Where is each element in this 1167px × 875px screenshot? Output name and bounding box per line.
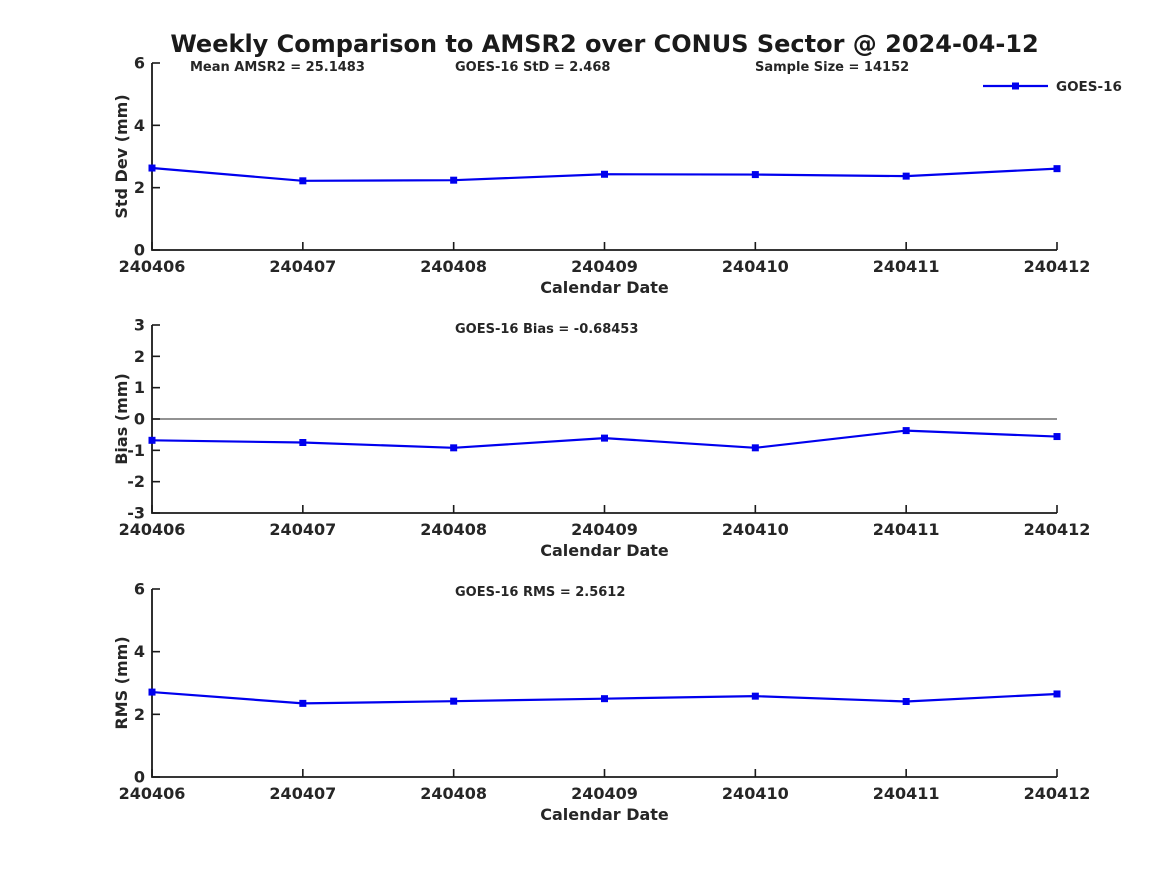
y-tick-label: 2 [134,347,145,366]
x-tick-label: 240407 [269,784,336,803]
data-point-marker [601,695,608,703]
data-point-marker [450,697,458,705]
data-point-marker [299,177,307,185]
data-point-marker [148,164,156,172]
data-point-marker [751,444,759,452]
x-tick-label: 240411 [873,257,940,276]
data-point-marker [1053,165,1061,173]
rms-plot: 0 2 4 6 240406 240407 240408 240409 240410 240411… [112,580,1090,825]
y-tick-label: 4 [134,642,145,661]
x-axis-label: Calendar Date [540,278,669,297]
x-tick-label: 240412 [1024,520,1091,539]
y-axis-label: RMS (mm) [112,636,131,729]
data-point-marker [450,444,458,452]
x-tick-label: 240408 [420,257,487,276]
y-tick-label: 4 [134,116,145,135]
y-tick-label: 6 [134,54,145,73]
data-point-marker [751,692,759,700]
x-tick-label: 240407 [269,520,336,539]
x-tick-label: 240411 [873,784,940,803]
series-goes-16 [148,688,1061,707]
y-axis: 0 2 4 6 [134,54,160,260]
annotation-text: Sample Size = 14152 [755,60,909,75]
y-tick-label: 1 [134,378,145,397]
x-tick-label: 240408 [420,784,487,803]
series-goes-16 [148,427,1061,452]
axes-spines [151,63,1057,251]
axes-spines [151,589,1057,778]
x-tick-label: 240412 [1024,784,1091,803]
bias-plot: -3 -2 -1 0 1 2 3 240406 240407 240408 240409 240410… [112,316,1090,561]
y-tick-label: 6 [134,580,145,599]
series-goes-16 [148,164,1061,185]
x-tick-label: 240411 [873,520,940,539]
x-tick-label: 240406 [119,257,186,276]
x-tick-label: 240409 [571,520,638,539]
legend-label: GOES-16 [1056,79,1122,95]
x-axis-label: Calendar Date [540,541,669,560]
data-point-marker [601,434,608,442]
x-axis-label: Calendar Date [540,805,669,824]
y-tick-label: 2 [134,178,145,197]
y-axis: -3 -2 -1 0 1 2 3 [127,316,160,523]
x-axis: 240406 240407 240408 240409 240410 240411 2404… [119,769,1091,803]
data-point-marker [902,172,910,180]
x-tick-label: 240408 [420,520,487,539]
x-tick-label: 240406 [119,784,186,803]
annotation-text: GOES-16 RMS = 2.5612 [455,585,625,600]
y-tick-label: 3 [134,316,145,335]
data-point-marker [601,170,608,178]
y-tick-label: 0 [134,410,145,429]
data-point-marker [1053,433,1061,441]
x-tick-label: 240406 [119,520,186,539]
y-tick-label: -1 [127,441,145,460]
y-tick-label: 2 [134,705,145,724]
y-axis-label: Std Dev (mm) [112,94,131,218]
data-point-marker [902,427,910,435]
data-point-marker [299,439,307,446]
x-tick-label: 240409 [571,257,638,276]
data-point-marker [148,688,156,696]
y-tick-label: 0 [134,768,145,787]
data-point-marker [902,697,910,705]
data-point-marker [1053,690,1061,698]
annotation-text: GOES-16 StD = 2.468 [455,60,610,75]
x-tick-label: 240409 [571,784,638,803]
y-tick-label: -2 [127,472,145,491]
y-axis-label: Bias (mm) [112,373,131,465]
y-tick-label: -3 [127,504,145,523]
x-tick-label: 240410 [722,257,789,276]
x-tick-label: 240407 [269,257,336,276]
y-axis: 0 2 4 6 [134,580,160,787]
data-point-marker [450,176,458,184]
legend-marker-sample [1012,82,1019,90]
y-tick-label: 0 [134,241,145,260]
data-point-marker [299,699,307,707]
x-tick-label: 240410 [722,784,789,803]
annotation-text: GOES-16 Bias = -0.68453 [455,322,638,337]
data-point-marker [751,171,759,179]
data-point-marker [148,436,156,444]
annotation-text: Mean AMSR2 = 25.1483 [190,60,365,75]
std-dev-plot: 0 2 4 6 240406 240407 240408 240409 240410 240411… [112,54,1122,298]
x-axis: 240406 240407 240408 240409 240410 240411 2404… [119,505,1091,539]
x-tick-label: 240412 [1024,257,1091,276]
x-tick-label: 240410 [722,520,789,539]
x-axis: 240406 240407 240408 240409 240410 240411 2404… [119,242,1091,276]
legend: GOES-16 [983,79,1122,95]
figure-title: Weekly Comparison to AMSR2 over CONUS Se… [170,30,1039,58]
